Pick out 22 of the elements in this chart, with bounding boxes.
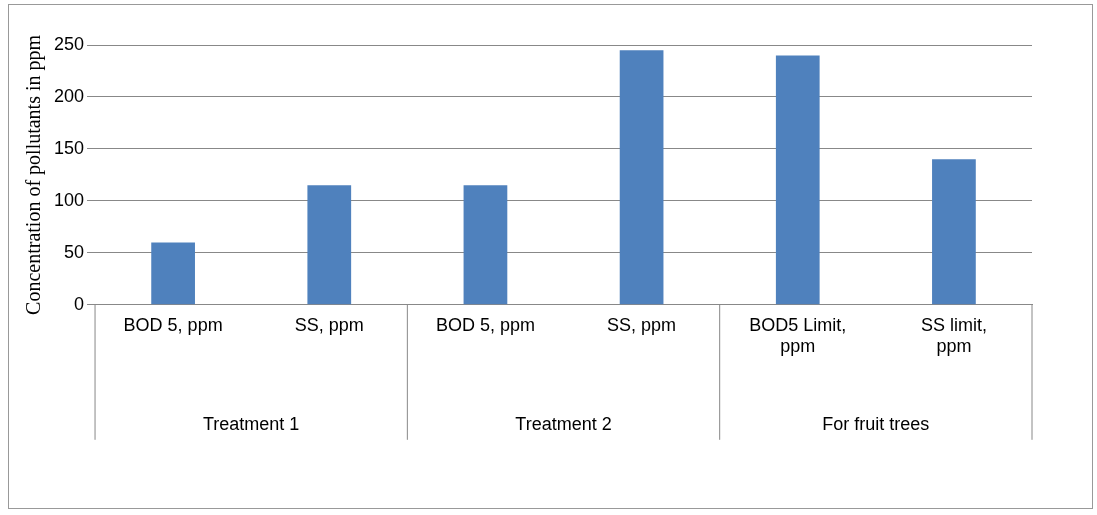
bar — [775, 55, 820, 305]
x-tick-label: BOD 5, ppm — [435, 314, 535, 335]
y-tick-label: 50 — [64, 241, 85, 262]
y-tick-label: 200 — [53, 85, 85, 106]
y-tick-label: 250 — [53, 33, 85, 54]
y-axis-title: Concentration of pollutants in ppm — [22, 34, 46, 315]
text: Treatment 2 — [515, 413, 612, 434]
bar — [932, 159, 976, 305]
bar — [151, 242, 195, 305]
text: For fruit trees — [822, 413, 930, 434]
x-tick-label: SS limit, ppm — [920, 314, 987, 357]
x-tick-label: BOD5 Limit, ppm — [749, 314, 847, 357]
bar — [307, 185, 352, 305]
x-tick-label: BOD 5, ppm — [123, 314, 223, 335]
x-tick-label: SS, ppm — [607, 314, 677, 335]
x-tick-label: SS, ppm — [294, 314, 364, 335]
bar — [619, 50, 664, 305]
y-tick-label: 150 — [53, 137, 85, 158]
bar — [463, 185, 508, 305]
y-tick-label: 100 — [53, 189, 85, 210]
text: Treatment 1 — [203, 413, 300, 434]
y-tick-label: 0 — [74, 293, 85, 314]
